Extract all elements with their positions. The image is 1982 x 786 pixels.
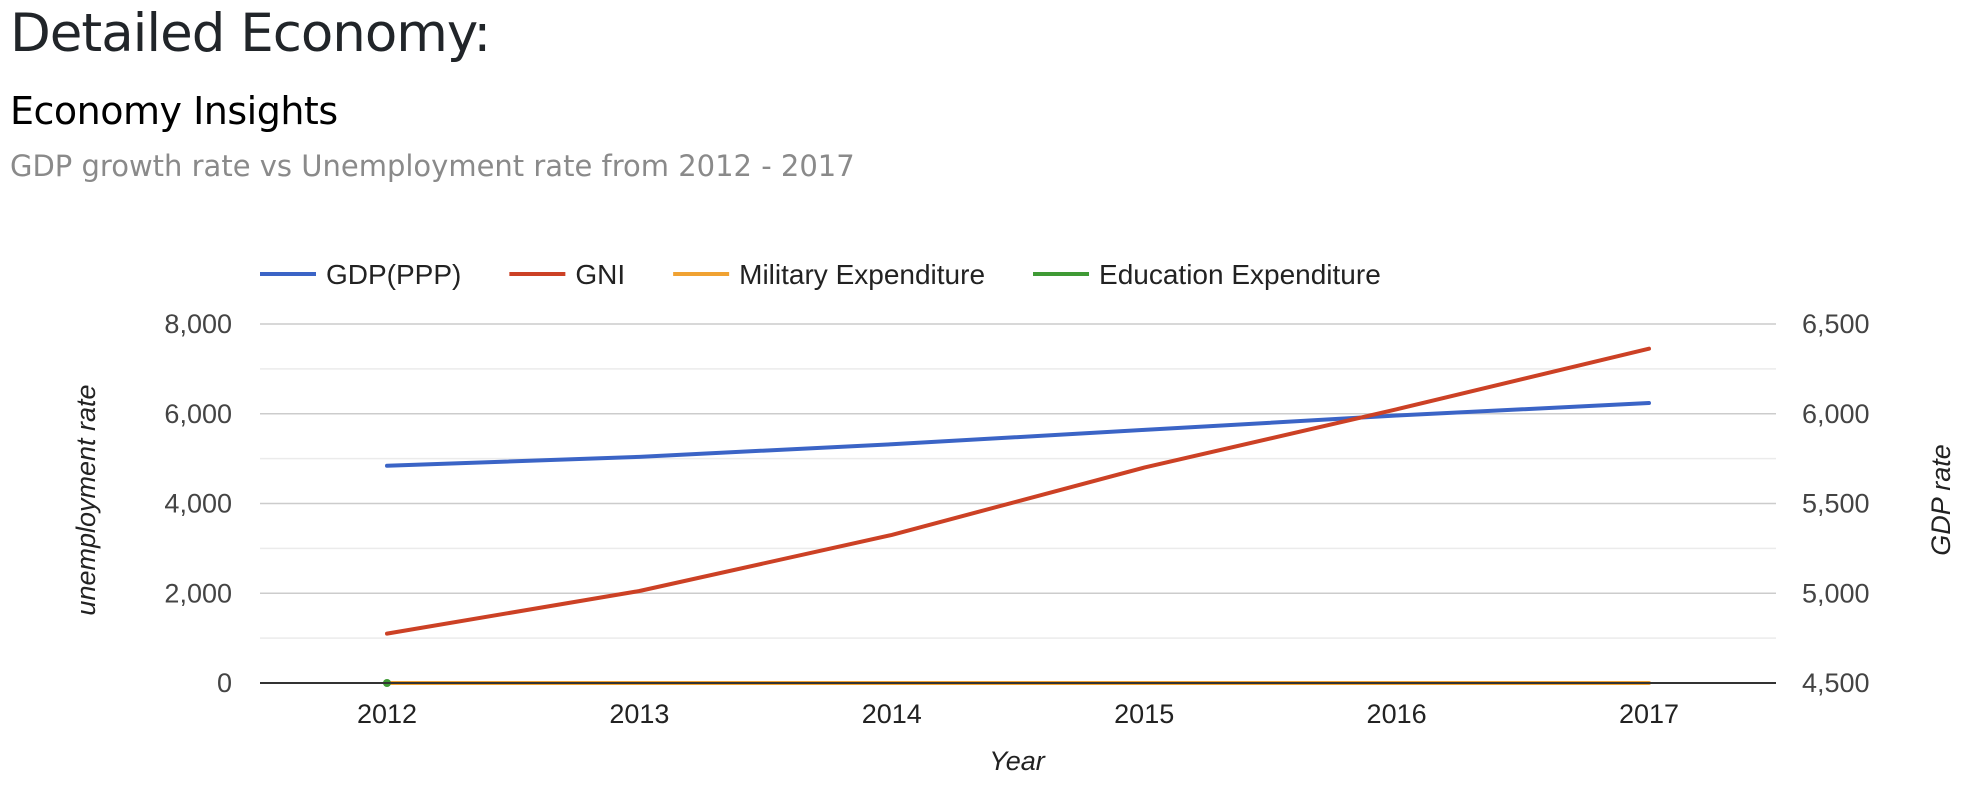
left-y-tick-label: 0 (217, 668, 232, 698)
series-layer (383, 346, 1651, 687)
x-tick-label: 2016 (1367, 699, 1427, 729)
right-y-tick-label: 6,500 (1802, 309, 1870, 339)
right-y-tick-label: 6,000 (1802, 399, 1870, 429)
legend-label-gni[interactable]: GNI (575, 259, 625, 290)
series-line-gdp-ppp (385, 400, 1651, 468)
right-y-tick-label: 5,500 (1802, 489, 1870, 519)
right-y-axis-label: GDP rate (1926, 444, 1956, 556)
page-title: Detailed Economy: (10, 3, 491, 64)
legend-label-education-expenditure[interactable]: Education Expenditure (1099, 259, 1381, 290)
x-tick-label: 2013 (609, 699, 669, 729)
left-y-tick-label: 6,000 (164, 399, 232, 429)
x-tick-label: 2017 (1619, 699, 1679, 729)
x-tick-label: 2015 (1114, 699, 1174, 729)
left-y-tick-label: 2,000 (164, 578, 232, 608)
series-line-gni (385, 346, 1651, 636)
card-subtitle: GDP growth rate vs Unemployment rate fro… (10, 149, 855, 183)
x-axis-label: Year (989, 746, 1046, 776)
x-tick-label: 2014 (862, 699, 922, 729)
axis-layer: 0 2,000 4,000 6,000 8,000 4,500 5,000 5,500 6,00… (164, 309, 1869, 729)
left-y-tick-label: 8,000 (164, 309, 232, 339)
card-title: Economy Insights (10, 89, 338, 133)
x-tick-label: 2012 (357, 699, 417, 729)
grid-layer (260, 323, 1776, 639)
right-y-tick-label: 5,000 (1802, 578, 1870, 608)
left-y-axis-label: unemployment rate (71, 384, 101, 615)
legend: GDP(PPP) GNI Military Expenditure Education… (260, 259, 1381, 290)
left-y-tick-label: 4,000 (164, 489, 232, 519)
right-y-tick-label: 4,500 (1802, 668, 1870, 698)
legend-label-gdp-ppp[interactable]: GDP(PPP) (326, 259, 461, 290)
legend-label-military-expenditure[interactable]: Military Expenditure (739, 259, 985, 290)
